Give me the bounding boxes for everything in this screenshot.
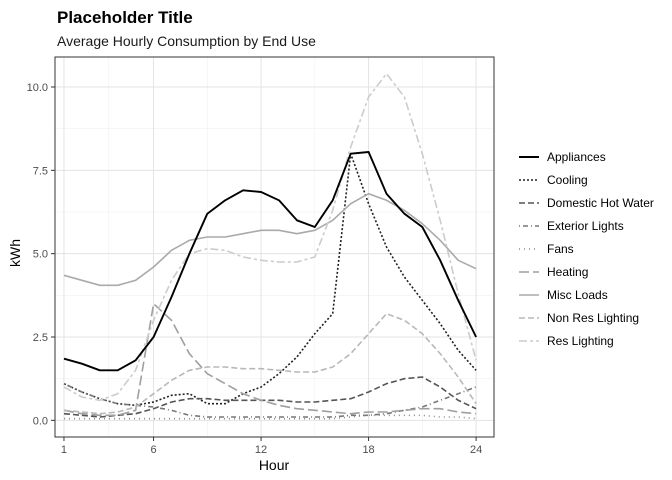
x-tick-label: 6	[150, 444, 156, 456]
legend-item: Fans	[519, 242, 574, 256]
y-tick-label: 2.5	[33, 332, 48, 344]
series-lines	[63, 72, 477, 420]
legend-label: Cooling	[547, 173, 588, 187]
plot-border	[54, 56, 495, 438]
series-line-appliances	[63, 151, 477, 372]
legend-item: Heating	[519, 265, 588, 279]
legend-label: Res Lighting	[547, 334, 614, 348]
y-tick-label: 10.0	[27, 82, 48, 94]
legend-label: Fans	[547, 242, 574, 256]
y-tick-label: 0.0	[33, 415, 48, 427]
chart-title: Placeholder Title	[57, 8, 193, 27]
x-axis-title: Hour	[259, 457, 290, 473]
grid-major	[55, 57, 494, 437]
series-line-domestic-hot-water	[63, 376, 477, 418]
x-tick-label: 1	[61, 444, 67, 456]
y-tick-label: 5.0	[33, 249, 48, 261]
y-axis: 0.0 2.5 5.0 7.5 10.0	[27, 82, 55, 427]
series-line-heating	[63, 302, 477, 417]
plot-area	[54, 56, 495, 438]
legend-label: Appliances	[547, 150, 606, 164]
chart-subtitle: Average Hourly Consumption by End Use	[57, 33, 316, 49]
legend: Appliances Cooling Domestic Hot Water Exter…	[519, 150, 654, 348]
legend-item: Exterior Lights	[519, 219, 624, 233]
legend-label: Misc Loads	[547, 288, 608, 302]
grid-minor	[55, 57, 494, 437]
legend-item: Domestic Hot Water	[519, 196, 654, 210]
x-tick-label: 12	[255, 444, 267, 456]
plot-background	[55, 57, 494, 437]
legend-item: Cooling	[519, 173, 588, 187]
legend-label: Non Res Lighting	[547, 311, 639, 325]
legend-item: Res Lighting	[519, 334, 614, 348]
legend-item: Misc Loads	[519, 288, 608, 302]
y-tick-label: 7.5	[33, 165, 48, 177]
legend-item: Non Res Lighting	[519, 311, 639, 325]
legend-label: Domestic Hot Water	[547, 196, 654, 210]
legend-label: Exterior Lights	[547, 219, 624, 233]
series-line-misc-loads	[63, 192, 477, 287]
x-tick-label: 24	[470, 444, 482, 456]
x-axis: 1 6 12 18 24	[61, 437, 482, 456]
series-line-res-lighting	[63, 72, 477, 402]
series-line-non-res-lighting	[63, 312, 477, 415]
legend-label: Heating	[547, 265, 588, 279]
y-axis-title: kWh	[7, 239, 23, 267]
legend-item: Appliances	[519, 150, 606, 164]
x-tick-label: 18	[362, 444, 374, 456]
